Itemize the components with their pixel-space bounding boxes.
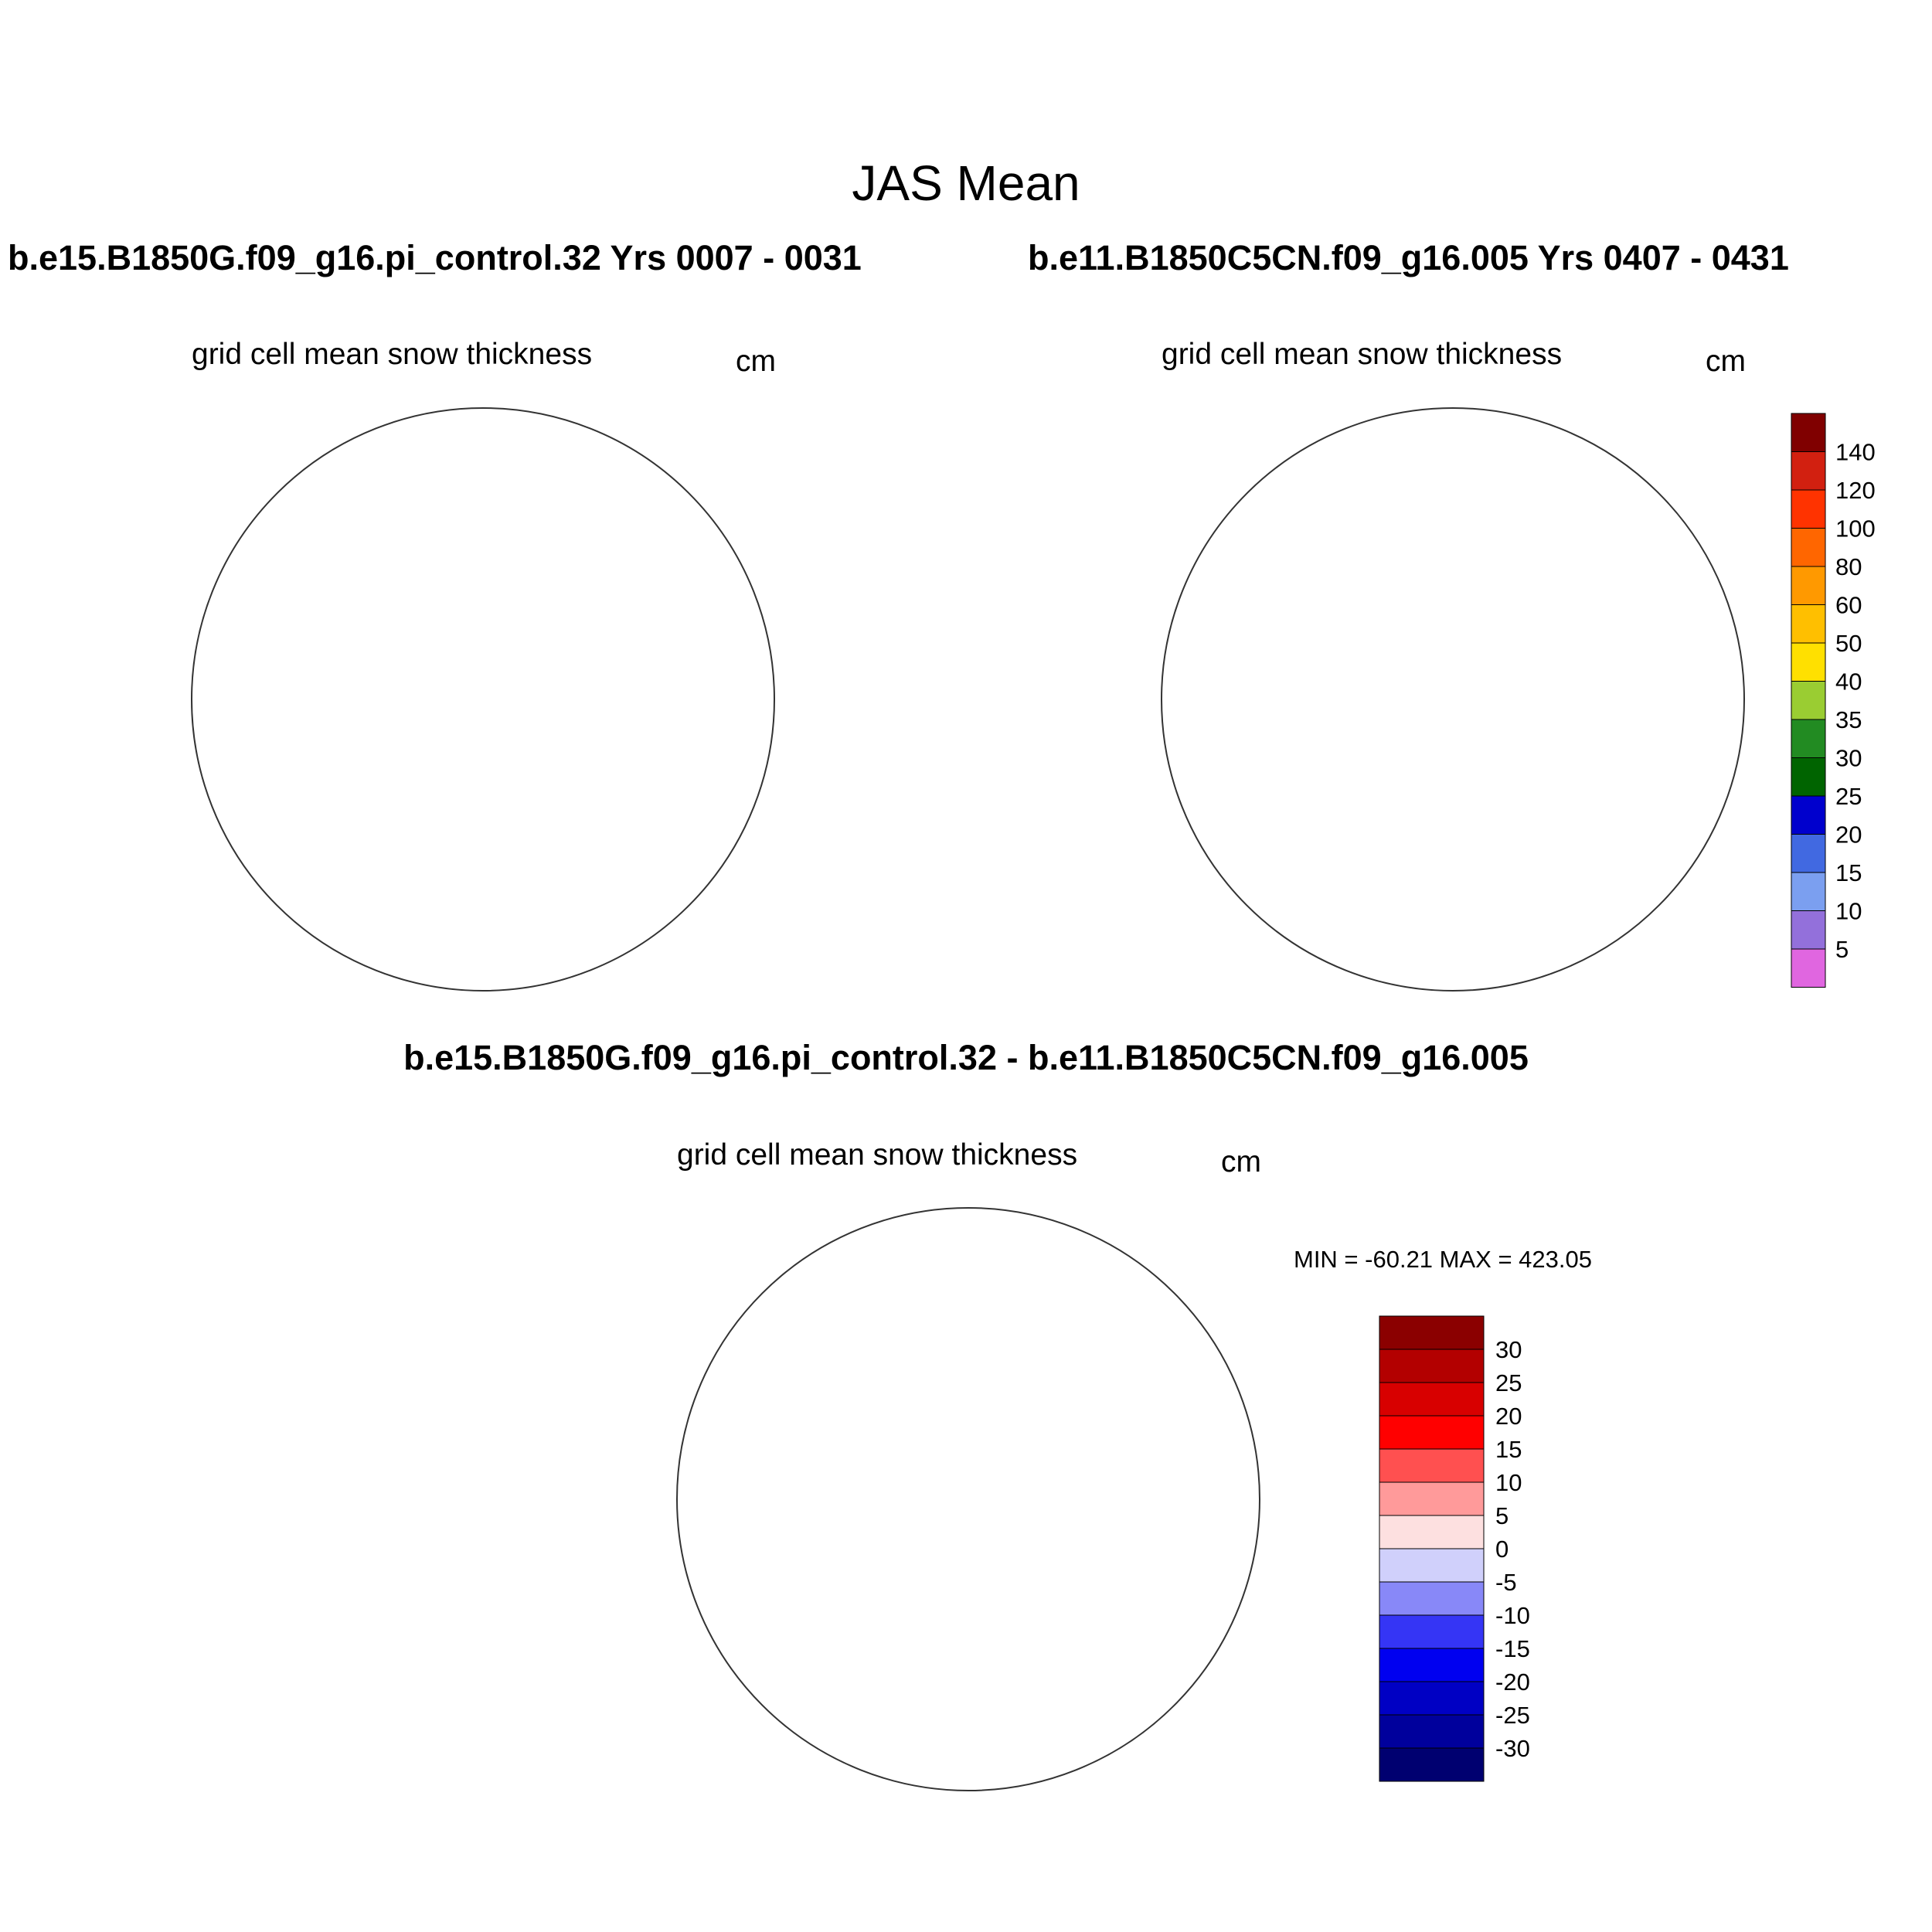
colorbar-top-box	[1791, 719, 1826, 758]
colorbar-diff-box	[1379, 1681, 1485, 1716]
colorbar-top-label: 40	[1835, 668, 1862, 696]
colorbar-top-label: 140	[1835, 439, 1876, 466]
colorbar-diff-box	[1379, 1648, 1485, 1682]
panel-3-case-title: b.e15.B1850G.f09_g16.pi_control.32 - b.e…	[403, 1038, 1529, 1077]
colorbar-diff-label: -5	[1495, 1569, 1517, 1596]
colorbar-top-label: 80	[1835, 553, 1862, 580]
colorbar-top-box	[1791, 489, 1826, 529]
colorbar-diff-label: 0	[1495, 1536, 1509, 1563]
colorbar-top-box	[1791, 910, 1826, 950]
colorbar-top-box	[1791, 528, 1826, 567]
colorbar-top-label: 10	[1835, 898, 1862, 925]
panel-2-case-title: b.e11.B1850C5CN.f09_g16.005 Yrs 0407 - 0…	[1028, 238, 1789, 277]
colorbar-top-box	[1791, 566, 1826, 605]
colorbar-diff-label: -25	[1495, 1702, 1530, 1729]
panel-2-units: cm	[1706, 345, 1746, 378]
colorbar-top: 140 120 100 80 60 50 40 35 30 25 20 15 10 5	[1791, 413, 1876, 988]
colorbar-top-label: 35	[1835, 706, 1862, 733]
colorbar-top-box	[1791, 642, 1826, 682]
main-title: JAS Mean	[852, 155, 1080, 211]
panel-1-map	[191, 407, 775, 992]
panel-1-case-title: b.e15.B1850G.f09_g16.pi_control.32 Yrs 0…	[8, 238, 862, 277]
colorbar-diff: 30 25 20 15 10 5 0 -5 -10 -15 -20 -25 -30	[1379, 1315, 1530, 1782]
panel-2-field-label: grid cell mean snow thickness	[1162, 338, 1563, 371]
colorbar-top-box	[1791, 757, 1826, 797]
panel-1-units: cm	[736, 345, 776, 378]
colorbar-top-label: 20	[1835, 821, 1862, 849]
panel-3-field-label: grid cell mean snow thickness	[677, 1138, 1078, 1172]
colorbar-diff-label: -20	[1495, 1668, 1530, 1696]
colorbar-diff-label: -10	[1495, 1602, 1530, 1629]
colorbar-diff-label: 15	[1495, 1436, 1522, 1463]
colorbar-top-label: 15	[1835, 859, 1862, 886]
colorbar-diff-label: 10	[1495, 1469, 1522, 1496]
colorbar-top-label: 60	[1835, 592, 1862, 619]
colorbar-diff-label: -30	[1495, 1735, 1530, 1762]
colorbar-diff-box	[1379, 1581, 1485, 1616]
colorbar-top-label: 25	[1835, 783, 1862, 810]
panel-1-field-label: grid cell mean snow thickness	[192, 338, 593, 371]
colorbar-diff-label: 20	[1495, 1403, 1522, 1430]
colorbar-top-box	[1791, 872, 1826, 911]
colorbar-top-box	[1791, 948, 1826, 988]
colorbar-diff-box	[1379, 1747, 1485, 1782]
colorbar-top-box	[1791, 681, 1826, 720]
colorbar-diff-label: 25	[1495, 1369, 1522, 1396]
colorbar-diff-label: 5	[1495, 1502, 1509, 1529]
colorbar-top-label: 120	[1835, 477, 1876, 504]
colorbar-diff-box	[1379, 1614, 1485, 1649]
colorbar-diff-label: -15	[1495, 1635, 1530, 1662]
colorbar-top-box	[1791, 451, 1826, 491]
colorbar-top-box	[1791, 413, 1826, 452]
colorbar-top-box	[1791, 604, 1826, 644]
panel-3-map	[676, 1207, 1260, 1791]
colorbar-top-box	[1791, 834, 1826, 873]
colorbar-top-label: 50	[1835, 630, 1862, 657]
colorbar-diff-box	[1379, 1349, 1485, 1383]
colorbar-top-label: 30	[1835, 745, 1862, 772]
colorbar-diff-box	[1379, 1714, 1485, 1749]
colorbar-diff-box	[1379, 1515, 1485, 1549]
panel-2-map	[1161, 407, 1745, 992]
colorbar-top-box	[1791, 795, 1826, 835]
colorbar-diff-box	[1379, 1548, 1485, 1583]
colorbar-top-label: 5	[1835, 936, 1849, 963]
panel-3-minmax: MIN = -60.21 MAX = 423.05	[1294, 1246, 1592, 1273]
colorbar-diff-box	[1379, 1481, 1485, 1516]
colorbar-top-label: 100	[1835, 515, 1876, 543]
colorbar-diff-box	[1379, 1448, 1485, 1483]
colorbar-diff-box	[1379, 1315, 1485, 1350]
colorbar-diff-label: 30	[1495, 1336, 1522, 1363]
colorbar-diff-box	[1379, 1382, 1485, 1417]
colorbar-diff-box	[1379, 1415, 1485, 1450]
panel-3-units: cm	[1221, 1145, 1261, 1179]
